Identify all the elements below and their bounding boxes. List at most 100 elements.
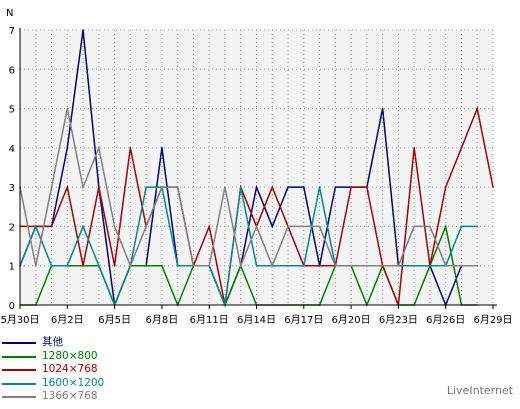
data-point — [224, 186, 226, 188]
data-point — [208, 264, 210, 267]
series-line-3 — [19, 186, 478, 308]
legend-label: 1600×1200 — [42, 376, 105, 389]
y-tick-label: 1 — [9, 262, 15, 273]
data-point — [239, 186, 242, 188]
data-point — [476, 107, 479, 110]
data-point — [318, 264, 321, 267]
data-point — [318, 225, 321, 228]
data-point — [444, 186, 447, 188]
data-point — [334, 186, 337, 188]
data-point — [192, 264, 195, 267]
data-point — [303, 264, 305, 267]
data-point — [334, 264, 337, 267]
data-point — [66, 186, 69, 188]
x-tick-label: 6月17日 — [284, 314, 323, 326]
data-point — [287, 186, 289, 188]
y-unit-label: N — [6, 8, 13, 19]
data-point — [34, 225, 37, 228]
data-point — [413, 225, 415, 228]
data-point — [381, 264, 384, 267]
data-point — [381, 107, 384, 110]
data-point — [34, 264, 37, 267]
legend-swatch — [2, 369, 36, 371]
data-point — [429, 264, 431, 267]
x-tick-label: 6月8日 — [146, 314, 179, 326]
data-point — [318, 186, 321, 188]
data-point — [82, 29, 84, 31]
y-tick-label: 0 — [9, 301, 15, 312]
legend-item: 其他 — [2, 336, 162, 350]
data-point — [98, 186, 100, 188]
legend: 其他 1280×800 1024×768 1600×1200 1366×768 — [2, 336, 162, 404]
data-point — [82, 225, 84, 228]
data-point — [492, 186, 494, 188]
plot-area — [20, 30, 493, 305]
data-point — [366, 186, 368, 188]
legend-label: 1280×800 — [42, 349, 98, 362]
data-point — [50, 264, 53, 267]
x-tick-label: 6月2日 — [51, 314, 84, 326]
data-point — [98, 264, 100, 267]
data-point — [113, 225, 116, 228]
legend-item: 1024×768 — [2, 363, 162, 377]
legend-item: 1366×768 — [2, 390, 162, 404]
y-tick-label: 4 — [9, 144, 15, 155]
data-point — [161, 264, 163, 267]
data-point — [161, 147, 163, 149]
data-point — [366, 264, 368, 267]
y-tick-label: 3 — [9, 183, 15, 194]
data-point — [429, 225, 431, 228]
data-point — [145, 225, 147, 228]
data-point — [98, 147, 100, 149]
legend-swatch — [2, 382, 36, 385]
legend-item: 1280×800 — [2, 350, 162, 364]
data-point — [460, 225, 463, 228]
legend-item: 1600×1200 — [2, 377, 162, 391]
data-point — [303, 225, 305, 228]
data-point — [66, 147, 69, 149]
data-point — [176, 186, 179, 188]
data-point — [208, 225, 210, 228]
x-tick-label: 6月29日 — [473, 314, 512, 326]
data-point — [145, 264, 147, 267]
y-tick-label: 6 — [9, 65, 15, 76]
data-point — [350, 186, 352, 188]
legend-swatch — [2, 355, 36, 358]
x-tick-label: 6月14日 — [237, 314, 276, 326]
data-point — [271, 225, 274, 228]
data-point — [413, 264, 415, 267]
data-point — [145, 186, 147, 188]
x-tick-label: 5月30日 — [0, 314, 39, 326]
data-point — [255, 225, 258, 228]
data-point — [476, 225, 479, 228]
x-tick-label: 6月11日 — [190, 314, 229, 326]
x-tick-label: 6月20日 — [332, 314, 371, 326]
data-point — [82, 264, 84, 267]
data-point — [50, 225, 53, 228]
data-point — [287, 225, 289, 228]
legend-swatch — [2, 396, 36, 398]
data-point — [255, 264, 258, 267]
series-line-4 — [19, 108, 478, 269]
data-point — [350, 264, 352, 267]
data-point — [82, 186, 84, 188]
data-point — [176, 264, 179, 267]
data-point — [303, 186, 305, 188]
data-point — [161, 186, 163, 188]
y-tick-label: 5 — [9, 105, 15, 116]
data-point — [255, 186, 258, 188]
data-point — [444, 264, 447, 267]
x-tick-label: 6月5日 — [98, 314, 131, 326]
data-point — [460, 264, 463, 267]
data-point — [413, 147, 415, 149]
data-point — [271, 186, 274, 188]
data-point — [444, 225, 447, 228]
x-tick-label: 6月23日 — [379, 314, 418, 326]
legend-label: 其他 — [42, 336, 63, 348]
data-point — [113, 264, 116, 267]
x-tick-label: 6月26日 — [426, 314, 465, 326]
y-tick-label: 2 — [9, 222, 15, 233]
data-point — [129, 264, 132, 267]
data-point — [50, 186, 53, 188]
